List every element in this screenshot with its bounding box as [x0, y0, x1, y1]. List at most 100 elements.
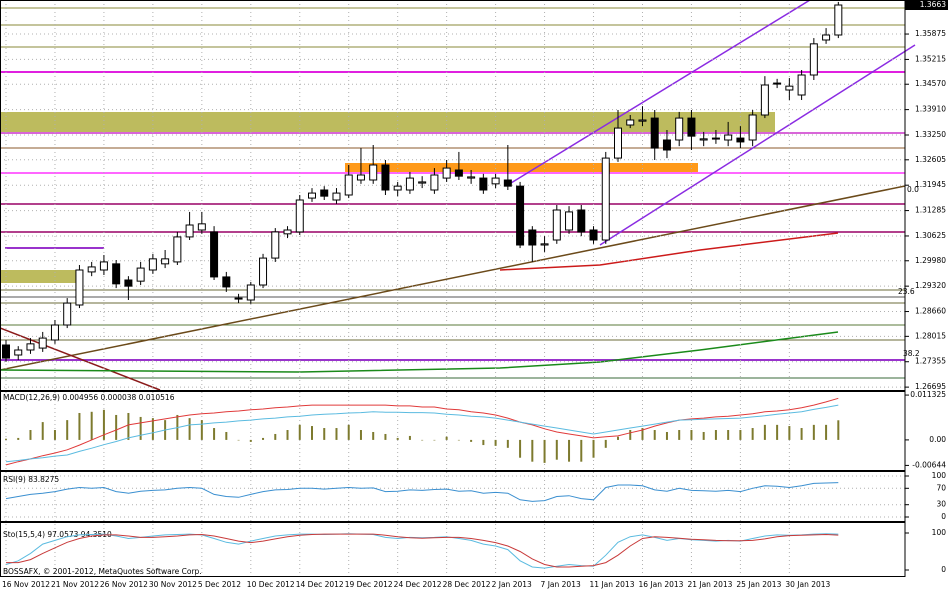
- candle-body: [356, 174, 365, 181]
- candle-body: [14, 349, 23, 356]
- panel-frames: [0, 0, 906, 577]
- histogram-bar: [311, 426, 313, 440]
- x-tick-label: 16 Nov 2012: [2, 580, 50, 589]
- last-price-box: [905, 0, 948, 10]
- candle-body: [295, 199, 304, 233]
- x-tick-label: 21 Nov 2012: [51, 580, 99, 589]
- histogram-bar: [249, 439, 252, 442]
- candle-body: [161, 258, 170, 265]
- y-tick-label: 1.27355: [915, 357, 946, 366]
- histogram-bar: [665, 431, 668, 440]
- candle-body: [234, 297, 243, 300]
- y-tick-label: 100: [932, 471, 947, 480]
- candle-body: [528, 229, 537, 246]
- histogram-bar: [519, 439, 522, 458]
- channel-line: [510, 0, 811, 184]
- y-tick-label: 100: [932, 528, 947, 537]
- histogram-bar: [347, 424, 350, 440]
- histogram-bar: [262, 437, 265, 440]
- x-tick-label: 24 Dec 2012: [394, 580, 442, 589]
- candle-body: [736, 137, 745, 143]
- candle-body: [38, 337, 47, 349]
- candle-body: [405, 177, 414, 191]
- histogram-bar: [359, 430, 362, 440]
- candle-body: [308, 192, 316, 199]
- fibonacci-label: 23.6: [898, 287, 915, 296]
- histogram-bar: [29, 430, 32, 440]
- y-tick-label: 1.31285: [915, 206, 946, 215]
- candle-body: [26, 343, 35, 351]
- y-tick-label: 70: [936, 483, 946, 492]
- moving-average: [0, 331, 839, 373]
- candle-body: [650, 117, 659, 149]
- support-zone: [0, 270, 80, 283]
- histogram-bar: [17, 437, 20, 440]
- candle-body: [540, 243, 549, 246]
- candle-body: [50, 324, 59, 341]
- candle-body: [63, 302, 72, 326]
- histogram-bar: [5, 438, 7, 440]
- y-tick-label: 0: [941, 565, 946, 574]
- histogram-bar: [445, 436, 448, 440]
- candle-body: [614, 127, 622, 159]
- candle-body: [773, 82, 782, 85]
- candle-body: [393, 185, 402, 191]
- histogram-bar: [213, 428, 216, 440]
- candle-body: [662, 139, 671, 151]
- candle-body: [173, 236, 182, 263]
- watermark: BOSSAFX, © 2001-2012, MetaQuotes Softwar…: [3, 567, 202, 576]
- drawing-objects: [0, 0, 916, 391]
- trend-line: [0, 327, 161, 391]
- histogram-bar: [470, 439, 473, 442]
- y-tick-label: 0.011325: [910, 390, 946, 399]
- macd-panel-frame: [0, 391, 906, 471]
- y-tick-label: 1.32605: [915, 155, 946, 164]
- candle-body: [675, 117, 684, 141]
- main-panel-frame: [0, 0, 906, 391]
- y-tick-label: 1.33910: [915, 105, 946, 114]
- x-tick-label: 21 Jan 2013: [687, 580, 732, 589]
- x-tick-label: 16 Jan 2013: [638, 580, 683, 589]
- candle-body: [491, 177, 500, 185]
- histogram-bar: [543, 439, 546, 463]
- indicator-line: [5, 397, 839, 466]
- histogram-bar: [727, 430, 730, 440]
- candle-body: [87, 266, 96, 273]
- histogram-bar: [139, 416, 142, 440]
- y-tick-label: 30: [936, 500, 946, 509]
- fibonacci-label: 38.2: [903, 349, 920, 358]
- histogram-bar: [506, 439, 509, 448]
- histogram-bar: [702, 431, 705, 440]
- candle-body: [809, 43, 818, 76]
- histogram-bar: [494, 439, 497, 446]
- indicator-label: RSI(9) 83.8275: [3, 475, 59, 484]
- y-tick-label: 1.29320: [915, 281, 946, 290]
- candle-body: [479, 177, 488, 191]
- histogram-bar: [800, 428, 803, 440]
- rsi-panel-frame: [0, 471, 906, 522]
- candle-body: [283, 229, 292, 235]
- histogram-bar: [151, 418, 154, 440]
- histogram-bar: [653, 430, 656, 440]
- y-tick-label: 1.29980: [915, 256, 946, 265]
- candle-body: [834, 4, 843, 36]
- histogram-bar: [592, 439, 595, 458]
- histogram-bar: [225, 431, 228, 440]
- histogram-bar: [629, 430, 632, 440]
- candle-body: [699, 138, 708, 141]
- histogram-bar: [200, 420, 203, 440]
- candle-body: [467, 176, 476, 179]
- candle-body: [638, 119, 647, 122]
- candle-body: [222, 276, 231, 288]
- candle-body: [687, 117, 696, 137]
- support-zone: [0, 112, 775, 132]
- histogram-bar: [617, 436, 619, 440]
- y-tick-label: 1.30625: [915, 231, 946, 240]
- x-tick-label: 5 Dec 2012: [198, 580, 241, 589]
- x-tick-label: 7 Jan 2013: [541, 580, 581, 589]
- histogram-bar: [812, 424, 815, 440]
- histogram-bar: [421, 439, 424, 441]
- candle-body: [601, 157, 610, 241]
- candle-body: [271, 231, 280, 259]
